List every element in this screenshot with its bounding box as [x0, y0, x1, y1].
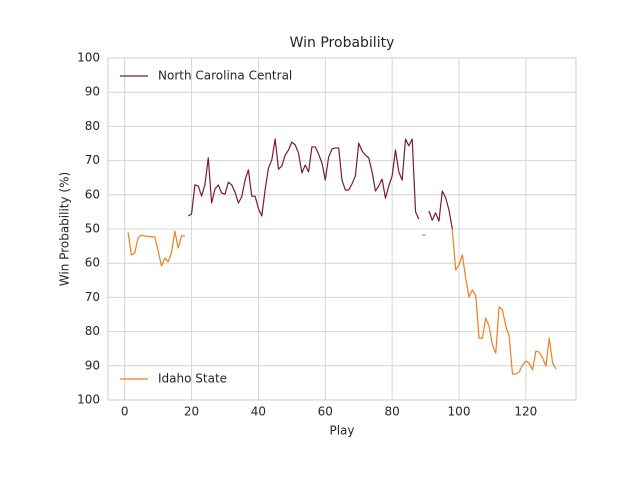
x-tick-label: 80: [385, 405, 400, 419]
y-tick-label: 70: [85, 290, 100, 304]
y-tick-label: 90: [85, 85, 100, 99]
legend-label: North Carolina Central: [158, 69, 292, 83]
x-tick-label: 40: [251, 405, 266, 419]
y-tick-label: 60: [85, 256, 100, 270]
y-tick-label: 100: [77, 393, 100, 407]
x-tick-label: 20: [184, 405, 199, 419]
x-tick-label: 120: [514, 405, 537, 419]
x-tick-label: 100: [448, 405, 471, 419]
series-line: [187, 138, 453, 230]
y-tick-label: 70: [85, 153, 100, 167]
chart-title: Win Probability: [290, 35, 395, 51]
x-tick-label: 0: [121, 405, 129, 419]
y-axis-label: Win Probability (%): [58, 172, 72, 286]
x-tick-label: 60: [318, 405, 333, 419]
legend-label: Idaho State: [158, 372, 227, 386]
y-tick-label: 80: [85, 119, 100, 133]
y-tick-label: 60: [85, 187, 100, 201]
y-tick-label: 50: [85, 222, 100, 236]
plot-frame: [107, 57, 577, 401]
y-tick-label: 90: [85, 358, 100, 372]
y-tick-label: 100: [77, 51, 100, 65]
x-axis-label: Play: [329, 424, 354, 438]
series-line: [127, 228, 557, 375]
y-tick-label: 80: [85, 324, 100, 338]
